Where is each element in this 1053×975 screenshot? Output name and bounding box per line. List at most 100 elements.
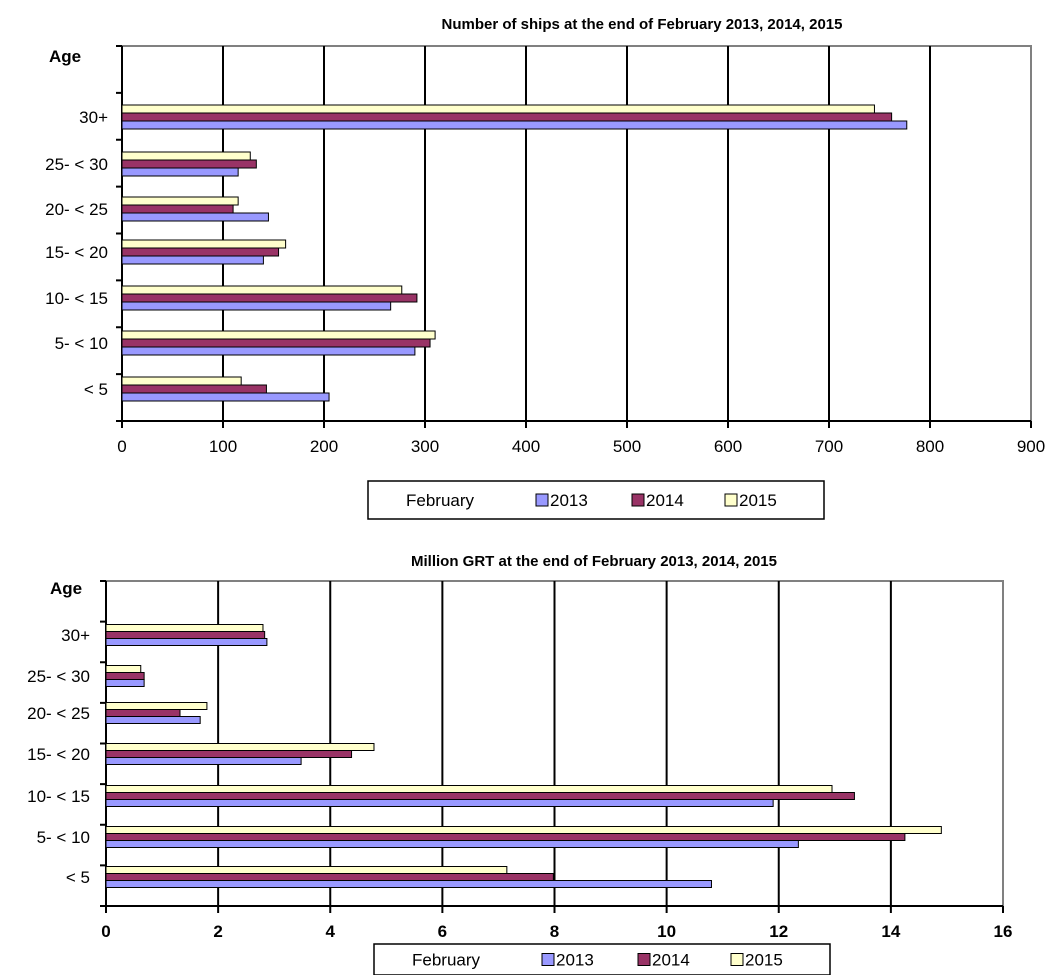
bar-2014-3 [105,750,353,758]
x-tick-label: 0 [101,922,110,941]
x-tick-label: 4 [326,922,336,941]
x-tick-label: 200 [310,437,338,456]
bar-2014-5 [121,159,257,169]
category-label: < 5 [66,868,90,887]
category-label: < 5 [84,380,108,399]
category-label: 20- < 25 [45,200,108,219]
chart-title: Million GRT at the end of February 2013,… [411,553,777,570]
x-tick-label: 800 [916,437,944,456]
plot-frame [106,580,1004,906]
x-tick-label: 900 [1017,437,1045,456]
chart-1: Number of ships at the end of February 2… [45,16,1045,520]
legend-label-2014: 2014 [646,491,684,510]
legend-swatch-2014 [637,953,651,966]
bar-2014-0 [105,873,554,881]
legend: February 2013 2014 2015 [367,480,825,520]
legend-swatch-2013 [535,493,549,507]
legend: February 2013 2014 2015 [373,943,831,975]
bar-2013-4 [121,212,269,222]
bar-2015-0 [121,376,242,386]
legend-box [373,943,831,975]
bar-2013-6 [121,120,908,130]
x-tick-label: 500 [613,437,641,456]
bar-2015-6 [121,104,875,114]
bar-2013-6 [105,638,268,646]
bar-2014-1 [105,833,906,841]
x-tick-label: 2 [213,922,222,941]
legend-label-2013: 2013 [556,951,594,970]
bar-2013-2 [121,301,392,311]
legend-swatch-2015 [724,493,738,507]
bar-2013-0 [121,392,330,402]
bar-2013-0 [105,880,712,888]
bar-2015-2 [121,285,403,295]
legend-title: February [406,491,475,510]
bar-2014-4 [105,709,181,717]
bar-2013-5 [105,679,145,687]
bar-2013-3 [105,757,302,765]
category-label: 15- < 20 [27,745,90,764]
bar-2013-1 [105,840,799,848]
x-tick-label: 700 [815,437,843,456]
bar-2013-3 [121,255,264,265]
legend-swatch-2013 [541,953,555,966]
bar-2015-4 [105,702,208,710]
bar-2015-6 [105,624,264,632]
y-axis-label: Age [50,579,82,598]
bar-2015-1 [105,826,942,834]
bar-2015-5 [121,151,251,161]
x-tick-label: 300 [411,437,439,456]
category-label: 5- < 10 [55,334,108,353]
bar-2014-3 [121,247,280,257]
legend-swatch-2015 [730,953,744,966]
category-label: 30+ [61,626,90,645]
bar-2014-6 [105,631,266,639]
category-label: 25- < 30 [45,155,108,174]
category-label: 5- < 10 [37,828,90,847]
legend-label-2015: 2015 [745,951,783,970]
category-label: 10- < 15 [27,787,90,806]
legend-label-2013: 2013 [550,491,588,510]
legend-swatch-2014 [631,493,645,507]
category-label: 10- < 15 [45,289,108,308]
x-tick-label: 0 [117,437,126,456]
category-label: 30+ [79,108,108,127]
bar-2013-5 [121,167,239,177]
bar-2015-1 [121,330,436,340]
x-tick-label: 400 [512,437,540,456]
bar-2015-5 [105,665,142,673]
bar-2013-4 [105,716,201,724]
x-tick-label: 6 [438,922,447,941]
x-tick-label: 10 [657,922,676,941]
bar-2014-2 [121,293,418,303]
legend-title: February [412,951,481,970]
y-axis-label: Age [49,47,81,66]
legend-box [367,480,825,520]
legend-label-2015: 2015 [739,491,777,510]
bar-2014-2 [105,792,855,800]
bar-2015-3 [121,239,287,249]
bar-2014-4 [121,204,234,214]
bar-2015-0 [105,866,508,874]
x-tick-label: 100 [209,437,237,456]
bar-2015-3 [105,743,375,751]
chart-title: Number of ships at the end of February 2… [442,16,843,33]
x-tick-label: 8 [550,922,559,941]
chart-2: Million GRT at the end of February 2013,… [27,553,1012,975]
x-tick-label: 600 [714,437,742,456]
bar-2014-0 [121,384,267,394]
category-label: 20- < 25 [27,704,90,723]
bar-2015-4 [121,196,239,206]
bar-2013-2 [105,799,774,807]
plot-frame [122,45,1032,421]
bar-2014-1 [121,338,431,348]
x-tick-label: 14 [881,922,900,941]
bar-2014-5 [105,672,145,680]
x-tick-label: 16 [994,922,1013,941]
category-label: 15- < 20 [45,243,108,262]
bar-2013-1 [121,346,416,356]
bar-2014-6 [121,112,893,122]
category-label: 25- < 30 [27,667,90,686]
x-tick-label: 12 [769,922,788,941]
